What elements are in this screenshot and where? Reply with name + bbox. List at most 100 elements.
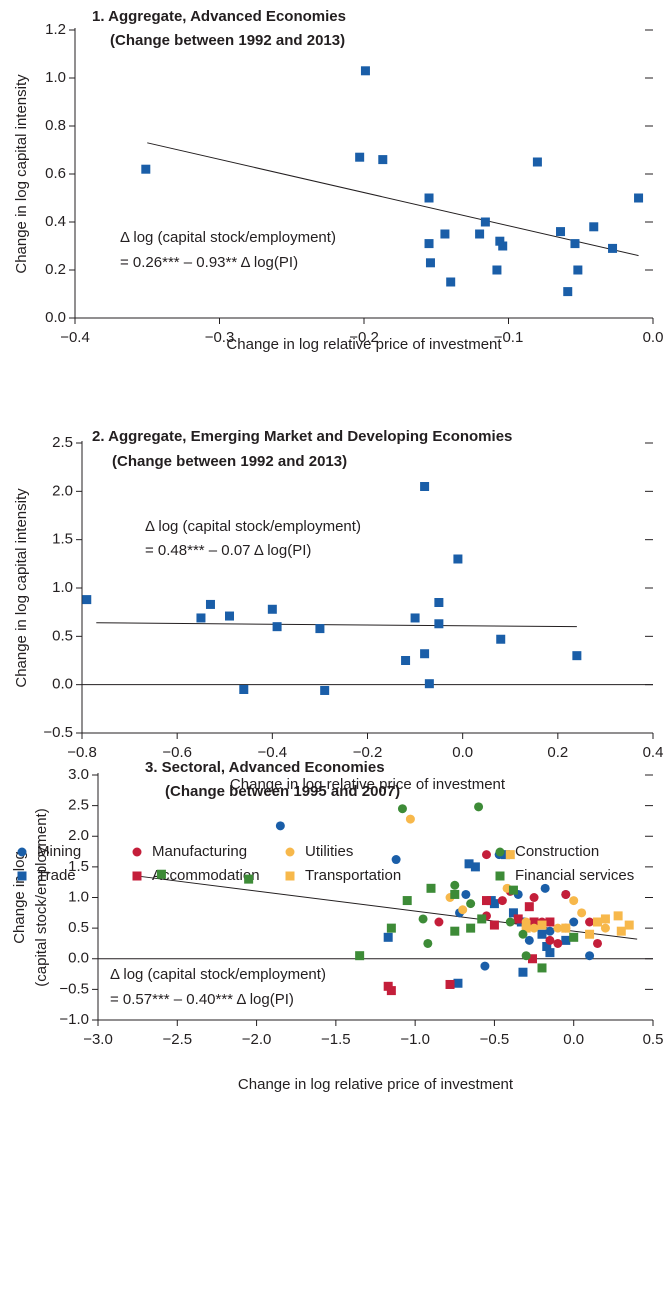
x-tick-label: −1.5 <box>321 1031 351 1048</box>
point <box>553 938 563 948</box>
point <box>495 236 505 246</box>
point <box>378 155 388 165</box>
point <box>585 929 595 939</box>
point <box>239 685 249 694</box>
x-tick-label: 0.0 <box>452 744 473 761</box>
point <box>458 905 468 915</box>
point <box>401 656 411 665</box>
point <box>464 859 474 869</box>
point <box>386 923 396 933</box>
point <box>474 802 484 812</box>
point <box>553 923 563 933</box>
point <box>445 979 455 989</box>
y-tick-label: 0.2 <box>45 261 66 278</box>
point <box>477 914 487 924</box>
point <box>573 265 583 275</box>
x-tick-label: −0.2 <box>349 329 379 346</box>
y-tick-label: 1.5 <box>68 858 89 875</box>
chart-title: (Change between 1992 and 2013) <box>110 32 345 49</box>
point <box>355 152 365 162</box>
point <box>505 917 515 927</box>
y-tick-label: 1.5 <box>52 531 73 548</box>
point <box>482 896 491 906</box>
x-tick-label: 0.5 <box>643 1031 664 1048</box>
point <box>518 967 528 977</box>
point <box>593 917 602 927</box>
point <box>505 850 515 860</box>
point <box>524 935 534 945</box>
point <box>513 914 523 924</box>
point <box>508 908 518 918</box>
legend-label: Accommodation <box>152 867 260 884</box>
x-tick-label: −0.1 <box>494 329 524 346</box>
annotation: = 0.48*** – 0.07 Δ log(PI) <box>145 542 311 559</box>
point <box>561 923 571 933</box>
legend-marker <box>285 871 295 881</box>
point <box>434 598 444 607</box>
point <box>82 595 92 605</box>
point <box>405 814 415 824</box>
y-axis-label: (capital stock/employment) <box>33 808 50 986</box>
x-tick-label: 0.2 <box>547 744 568 761</box>
y-tick-label: 0.0 <box>52 676 73 693</box>
point <box>434 619 444 629</box>
y-tick-label: 0.6 <box>45 165 66 182</box>
point <box>461 889 471 899</box>
point <box>466 899 476 909</box>
legend-label: Financial services <box>515 867 634 884</box>
x-tick-label: −1.0 <box>400 1031 430 1048</box>
point <box>589 222 599 232</box>
point <box>600 914 610 924</box>
annotation: = 0.26*** – 0.93** Δ log(PI) <box>120 254 298 271</box>
point <box>521 923 531 933</box>
y-axis-label: Change in log capital intensity <box>13 488 30 688</box>
point <box>540 883 550 893</box>
point <box>600 923 610 933</box>
point <box>577 908 587 918</box>
legend-marker <box>495 871 505 881</box>
x-tick-label: −0.2 <box>353 744 383 761</box>
point <box>572 651 582 661</box>
panel: −1.0 −0.5 0.0 0.5 1.0 1.5 2.0 2.5 3.0 −3.0 −2.5 −2.… <box>11 759 663 1093</box>
point <box>420 482 430 491</box>
chart-title: (Change between 1995 and 2007) <box>165 783 400 800</box>
y-tick-label: 2.5 <box>52 434 73 451</box>
point <box>634 193 644 203</box>
y-tick-label: −0.5 <box>43 724 73 741</box>
point <box>466 923 476 933</box>
point <box>446 277 456 287</box>
point <box>585 951 595 961</box>
point <box>275 821 285 831</box>
point <box>570 239 580 249</box>
point <box>529 923 539 933</box>
x-tick-label: −0.5 <box>480 1031 510 1048</box>
y-tick-label: 1.0 <box>68 888 89 905</box>
point <box>244 874 254 884</box>
x-tick-label: −2.0 <box>242 1031 272 1048</box>
point <box>424 193 434 203</box>
point <box>492 265 502 275</box>
legend-item: Utilities <box>285 843 353 860</box>
legend-item: Accommodation <box>132 867 260 884</box>
point <box>498 241 508 251</box>
point <box>527 954 537 964</box>
point <box>518 929 528 939</box>
point <box>545 935 555 945</box>
legend-marker <box>17 847 27 857</box>
x-tick-label: −3.0 <box>83 1031 113 1048</box>
annotation: Δ log (capital stock/employment) <box>120 229 336 246</box>
point <box>453 978 463 988</box>
point <box>563 287 573 297</box>
point <box>360 66 370 76</box>
y-tick-label: 2.0 <box>52 482 73 499</box>
point <box>420 649 430 659</box>
x-tick-label: −0.8 <box>67 744 97 761</box>
point <box>489 920 499 930</box>
point <box>593 938 602 948</box>
panel: −0.5 0.0 0.5 1.0 1.5 2.0 2.5 −0.8 −0.6 −0.4 −0.2 0.… <box>13 428 663 793</box>
point <box>537 920 547 930</box>
point <box>545 948 555 958</box>
y-tick-label: 0.4 <box>45 213 66 230</box>
point <box>475 229 485 239</box>
